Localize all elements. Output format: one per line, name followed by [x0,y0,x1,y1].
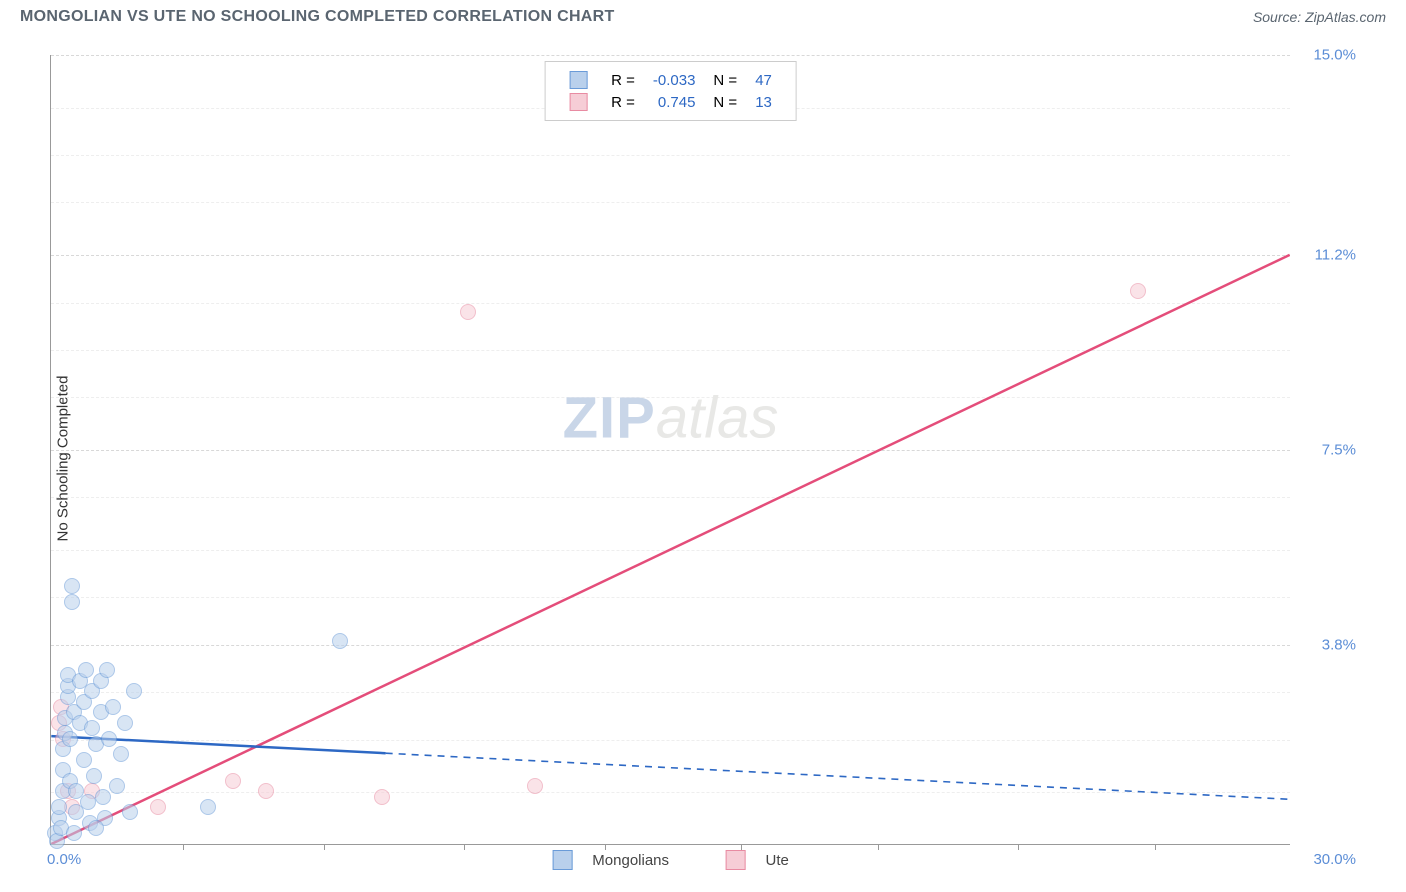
data-point [88,820,104,836]
watermark: ZIPatlas [563,384,779,451]
y-tick-label: 3.8% [1322,636,1356,653]
legend-series: Mongolians Ute [544,850,797,870]
y-tick-label: 15.0% [1313,47,1356,64]
y-tick-label: 7.5% [1322,442,1356,459]
source-label: Source: ZipAtlas.com [1253,9,1386,25]
data-point [200,799,216,815]
data-point [78,662,94,678]
data-point [126,683,142,699]
data-point [101,731,117,747]
data-point [374,789,390,805]
data-point [66,825,82,841]
legend-label-mongolians: Mongolians [592,852,669,869]
legend-label-ute: Ute [766,852,789,869]
data-point [64,594,80,610]
r-label: R = [611,94,635,111]
n-value-ute: 13 [747,92,780,112]
data-point [105,699,121,715]
chart-title: MONGOLIAN VS UTE NO SCHOOLING COMPLETED … [20,8,615,26]
data-point [527,778,543,794]
swatch-ute [725,850,745,870]
data-point [113,746,129,762]
swatch-mongolians [569,71,587,89]
legend-row-mongolians: R = -0.033 N = 47 [561,70,780,90]
legend-correlation-box: R = -0.033 N = 47 R = 0.745 N = 13 [544,61,797,121]
data-point [225,773,241,789]
swatch-mongolians [552,850,572,870]
data-point [51,799,67,815]
y-tick-label: 11.2% [1315,247,1356,264]
data-point [99,662,115,678]
chart-plot-area: No Schooling Completed ZIPatlas R = -0.0… [50,55,1290,845]
data-point [332,633,348,649]
watermark-zip: ZIP [563,385,656,450]
data-point [95,789,111,805]
x-tick-label-0: 0.0% [47,851,81,868]
data-point [460,304,476,320]
data-point [86,768,102,784]
watermark-atlas: atlas [656,385,779,450]
data-point [109,778,125,794]
r-value-mongolians: -0.033 [645,70,704,90]
data-point [258,783,274,799]
n-value-mongolians: 47 [747,70,780,90]
data-point [64,578,80,594]
data-point [76,752,92,768]
y-axis-label: No Schooling Completed [55,375,72,541]
data-point [1130,283,1146,299]
data-point [62,731,78,747]
n-label: N = [713,72,737,89]
data-point [84,720,100,736]
data-point [150,799,166,815]
swatch-ute [569,93,587,111]
n-label: N = [713,94,737,111]
r-value-ute: 0.745 [645,92,704,112]
r-label: R = [611,72,635,89]
legend-row-ute: R = 0.745 N = 13 [561,92,780,112]
x-tick-label-1: 30.0% [1313,851,1356,868]
data-point [122,804,138,820]
data-point [117,715,133,731]
